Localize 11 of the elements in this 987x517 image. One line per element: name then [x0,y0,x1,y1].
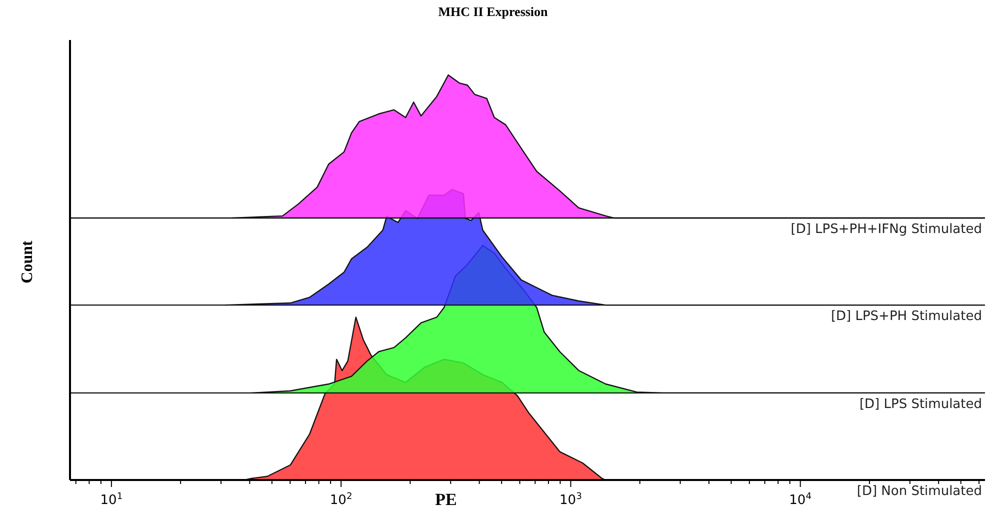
series-label: [D] LPS Stimulated [859,396,982,412]
x-tick-label: 10$^{1}$ [100,492,123,508]
x-tick-label: 10$^{3}$ [560,492,582,508]
x-axis-title: PE [435,490,457,509]
x-tick-label: 10$^{4}$ [789,492,812,508]
series-label: [D] Non Stimulated [856,484,982,499]
series-label: [D] LPS+PH+IFNg Stimulated [790,222,982,237]
x-tick-label: 10$^{2}$ [330,492,352,508]
y-axis-title: Count [19,240,36,284]
series-label: [D] LPS+PH Stimulated [830,309,982,324]
chart-title: MHC II Expression [438,4,549,19]
